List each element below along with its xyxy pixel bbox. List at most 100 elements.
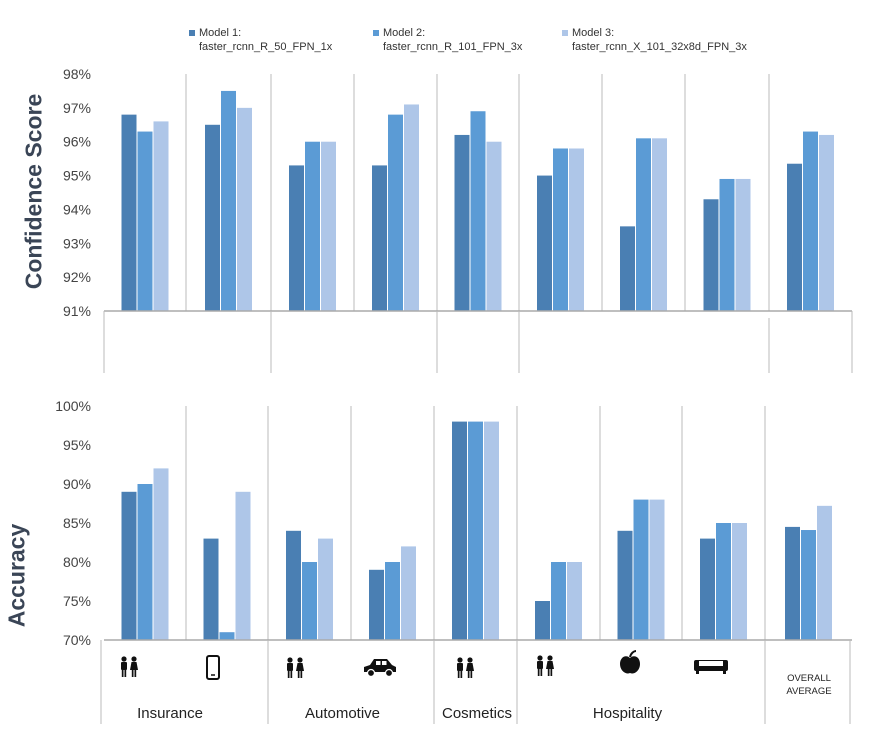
phone-icon	[206, 655, 220, 680]
category-label-hospitality: Hospitality	[592, 705, 663, 722]
legend: Model 1: faster_rcnn_R_50_FPN_1x Model 2…	[0, 26, 874, 62]
accuracy-bar-model-1	[535, 601, 550, 640]
legend-swatch-model-2	[373, 30, 379, 36]
confidence-bar-model-2	[388, 114, 403, 311]
confidence-bar-model-2	[305, 141, 320, 311]
confidence-bar-model-1	[372, 165, 387, 311]
accuracy-y-tick-label: 90%	[63, 476, 91, 492]
accuracy-bar-model-2	[302, 562, 317, 640]
accuracy-bar-model-1	[617, 530, 633, 640]
legend-item-model-2: Model 2: faster_rcnn_R_101_FPN_3x	[373, 26, 523, 54]
people-icon	[457, 657, 474, 678]
accuracy-bar-model-2	[385, 562, 400, 640]
confidence-bar-model-1	[703, 199, 719, 311]
confidence-bar-model-2	[719, 178, 735, 311]
accuracy-bar-model-3	[153, 468, 169, 640]
category-label-insurance: Insurance	[137, 705, 203, 722]
overall-line2: AVERAGE	[786, 686, 832, 697]
confidence-bar-model-2	[470, 111, 486, 311]
category-label-cosmetics: Cosmetics	[441, 705, 512, 722]
accuracy-y-tick-label: 85%	[63, 515, 91, 531]
confidence-bar-model-1	[454, 134, 470, 311]
legend-model-3-line2: faster_rcnn_X_101_32x8d_FPN_3x	[572, 41, 747, 53]
legend-model-3-line1: Model 3:	[572, 27, 615, 39]
accuracy-bar-model-1	[203, 538, 219, 640]
accuracy-bar-model-2	[716, 523, 731, 640]
accuracy-bar-model-2	[551, 562, 566, 640]
accuracy-y-tick-label: 100%	[55, 398, 91, 414]
apple-icon	[620, 650, 640, 674]
people-icon	[121, 656, 138, 677]
confidence-bar-model-2	[803, 131, 818, 311]
confidence-bar-model-1	[537, 175, 552, 311]
legend-item-model-1: Model 1: faster_rcnn_R_50_FPN_1x	[189, 26, 333, 54]
confidence-y-tick-label: 95%	[63, 168, 91, 184]
accuracy-bar-model-3	[649, 499, 665, 640]
confidence-bar-model-3	[404, 104, 419, 311]
accuracy-bar-model-3	[401, 546, 416, 640]
confidence-y-tick-label: 97%	[63, 100, 91, 116]
confidence-bar-model-1	[787, 163, 802, 311]
legend-swatch-model-3	[562, 30, 568, 36]
accuracy-bar-model-1	[700, 538, 715, 640]
sofa-icon	[694, 660, 728, 674]
confidence-chart: 91% 92% 93% 94% 95% 96% 97% 98%	[63, 66, 852, 319]
confidence-bar-model-1	[205, 124, 220, 312]
confidence-y-tick-label: 91%	[63, 303, 91, 319]
confidence-bar-model-3	[569, 148, 584, 311]
confidence-bar-model-3	[237, 107, 252, 311]
accuracy-bar-model-3	[318, 538, 333, 640]
people-icon	[287, 657, 304, 678]
category-icons	[121, 650, 728, 680]
confidence-bar-model-3	[486, 141, 502, 311]
legend-item-model-3: Model 3: faster_rcnn_X_101_32x8d_FPN_3x	[562, 26, 747, 54]
confidence-bar-model-3	[321, 141, 336, 311]
overall-line1: OVERALL	[787, 673, 831, 684]
confidence-bar-model-1	[121, 114, 137, 311]
accuracy-bar-model-3	[567, 562, 582, 640]
accuracy-bar-model-1	[452, 421, 467, 640]
accuracy-bar-model-3	[732, 523, 747, 640]
legend-swatch-model-1	[189, 30, 195, 36]
category-frame	[100, 311, 853, 724]
legend-model-2-line1: Model 2:	[383, 27, 426, 39]
accuracy-bar-model-2	[801, 530, 816, 640]
accuracy-bar-model-3	[235, 491, 251, 640]
accuracy-bar-model-3	[484, 421, 499, 640]
confidence-y-tick-label: 92%	[63, 269, 91, 285]
accuracy-y-tick-label: 75%	[63, 593, 91, 609]
category-label-overall-average: OVERALL AVERAGE	[770, 672, 848, 698]
confidence-bar-model-3	[735, 178, 751, 311]
accuracy-y-tick-label: 70%	[63, 632, 91, 648]
accuracy-bar-model-1	[785, 526, 800, 640]
accuracy-y-tick-label: 80%	[63, 554, 91, 570]
accuracy-bar-model-1	[121, 491, 137, 640]
people-icon	[537, 655, 554, 676]
legend-model-1-line1: Model 1:	[199, 27, 242, 39]
accuracy-bar-model-1	[286, 530, 301, 640]
confidence-bar-model-3	[652, 138, 667, 311]
legend-model-1-line2: faster_rcnn_R_50_FPN_1x	[199, 41, 333, 53]
confidence-bar-model-1	[620, 226, 635, 311]
accuracy-bar-model-2	[137, 484, 153, 640]
accuracy-bar-model-2	[219, 632, 235, 640]
confidence-bar-model-2	[221, 90, 236, 311]
confidence-bar-model-2	[137, 131, 153, 311]
confidence-y-tick-label: 93%	[63, 235, 91, 251]
confidence-bar-model-2	[636, 138, 651, 311]
accuracy-chart: 70% 75% 80% 85% 90% 95% 100%	[55, 398, 852, 648]
legend-model-2-line2: faster_rcnn_R_101_FPN_3x	[383, 41, 523, 53]
confidence-y-tick-label: 94%	[63, 201, 91, 217]
accuracy-bar-model-2	[633, 499, 649, 640]
confidence-bar-model-3	[819, 134, 834, 311]
confidence-y-tick-label: 98%	[63, 66, 91, 82]
accuracy-bar-model-3	[817, 505, 832, 640]
confidence-bar-model-2	[553, 148, 568, 311]
accuracy-y-tick-label: 95%	[63, 437, 91, 453]
accuracy-bar-model-1	[369, 569, 384, 640]
category-label-automotive: Automotive	[304, 705, 381, 722]
car-icon	[364, 659, 396, 678]
confidence-bar-model-1	[289, 165, 304, 311]
accuracy-bar-model-2	[468, 421, 483, 640]
